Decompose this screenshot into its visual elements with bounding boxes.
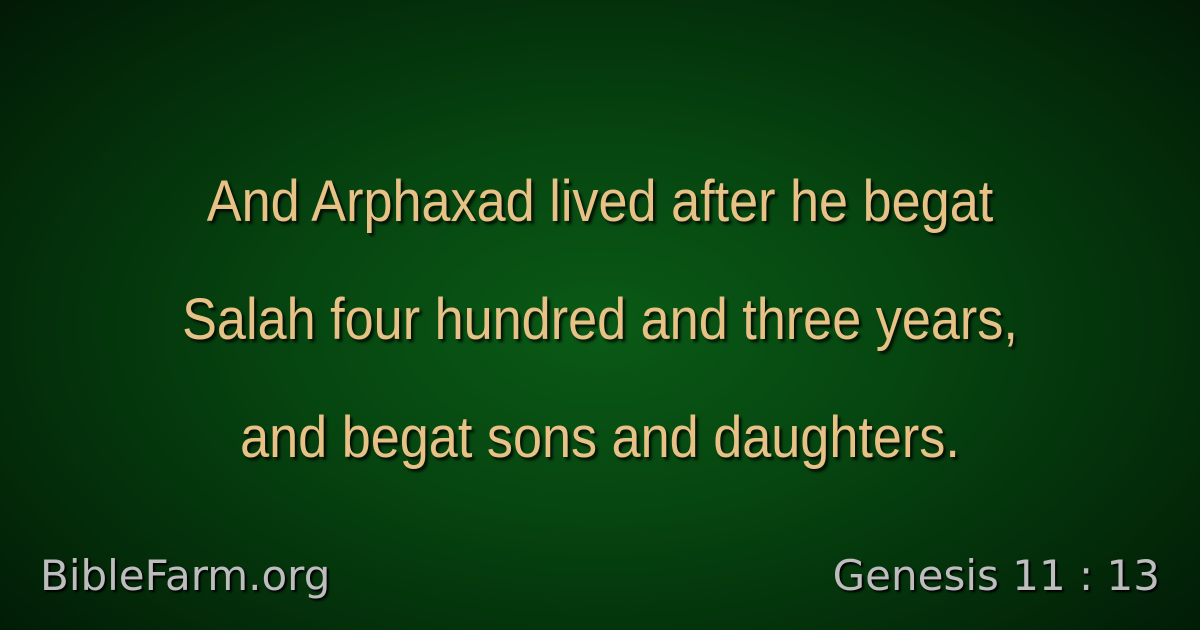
- verse-line: Salah four hundred and three years,: [182, 287, 1018, 352]
- verse-line: And Arphaxad lived after he begat: [206, 169, 994, 234]
- verse-text: And Arphaxad lived after he begat Salah …: [0, 143, 1200, 497]
- site-name: BibleFarm.org: [40, 551, 331, 600]
- verse-line: and begat sons and daughters.: [240, 405, 960, 470]
- verse-reference: Genesis 11 : 13: [832, 551, 1160, 600]
